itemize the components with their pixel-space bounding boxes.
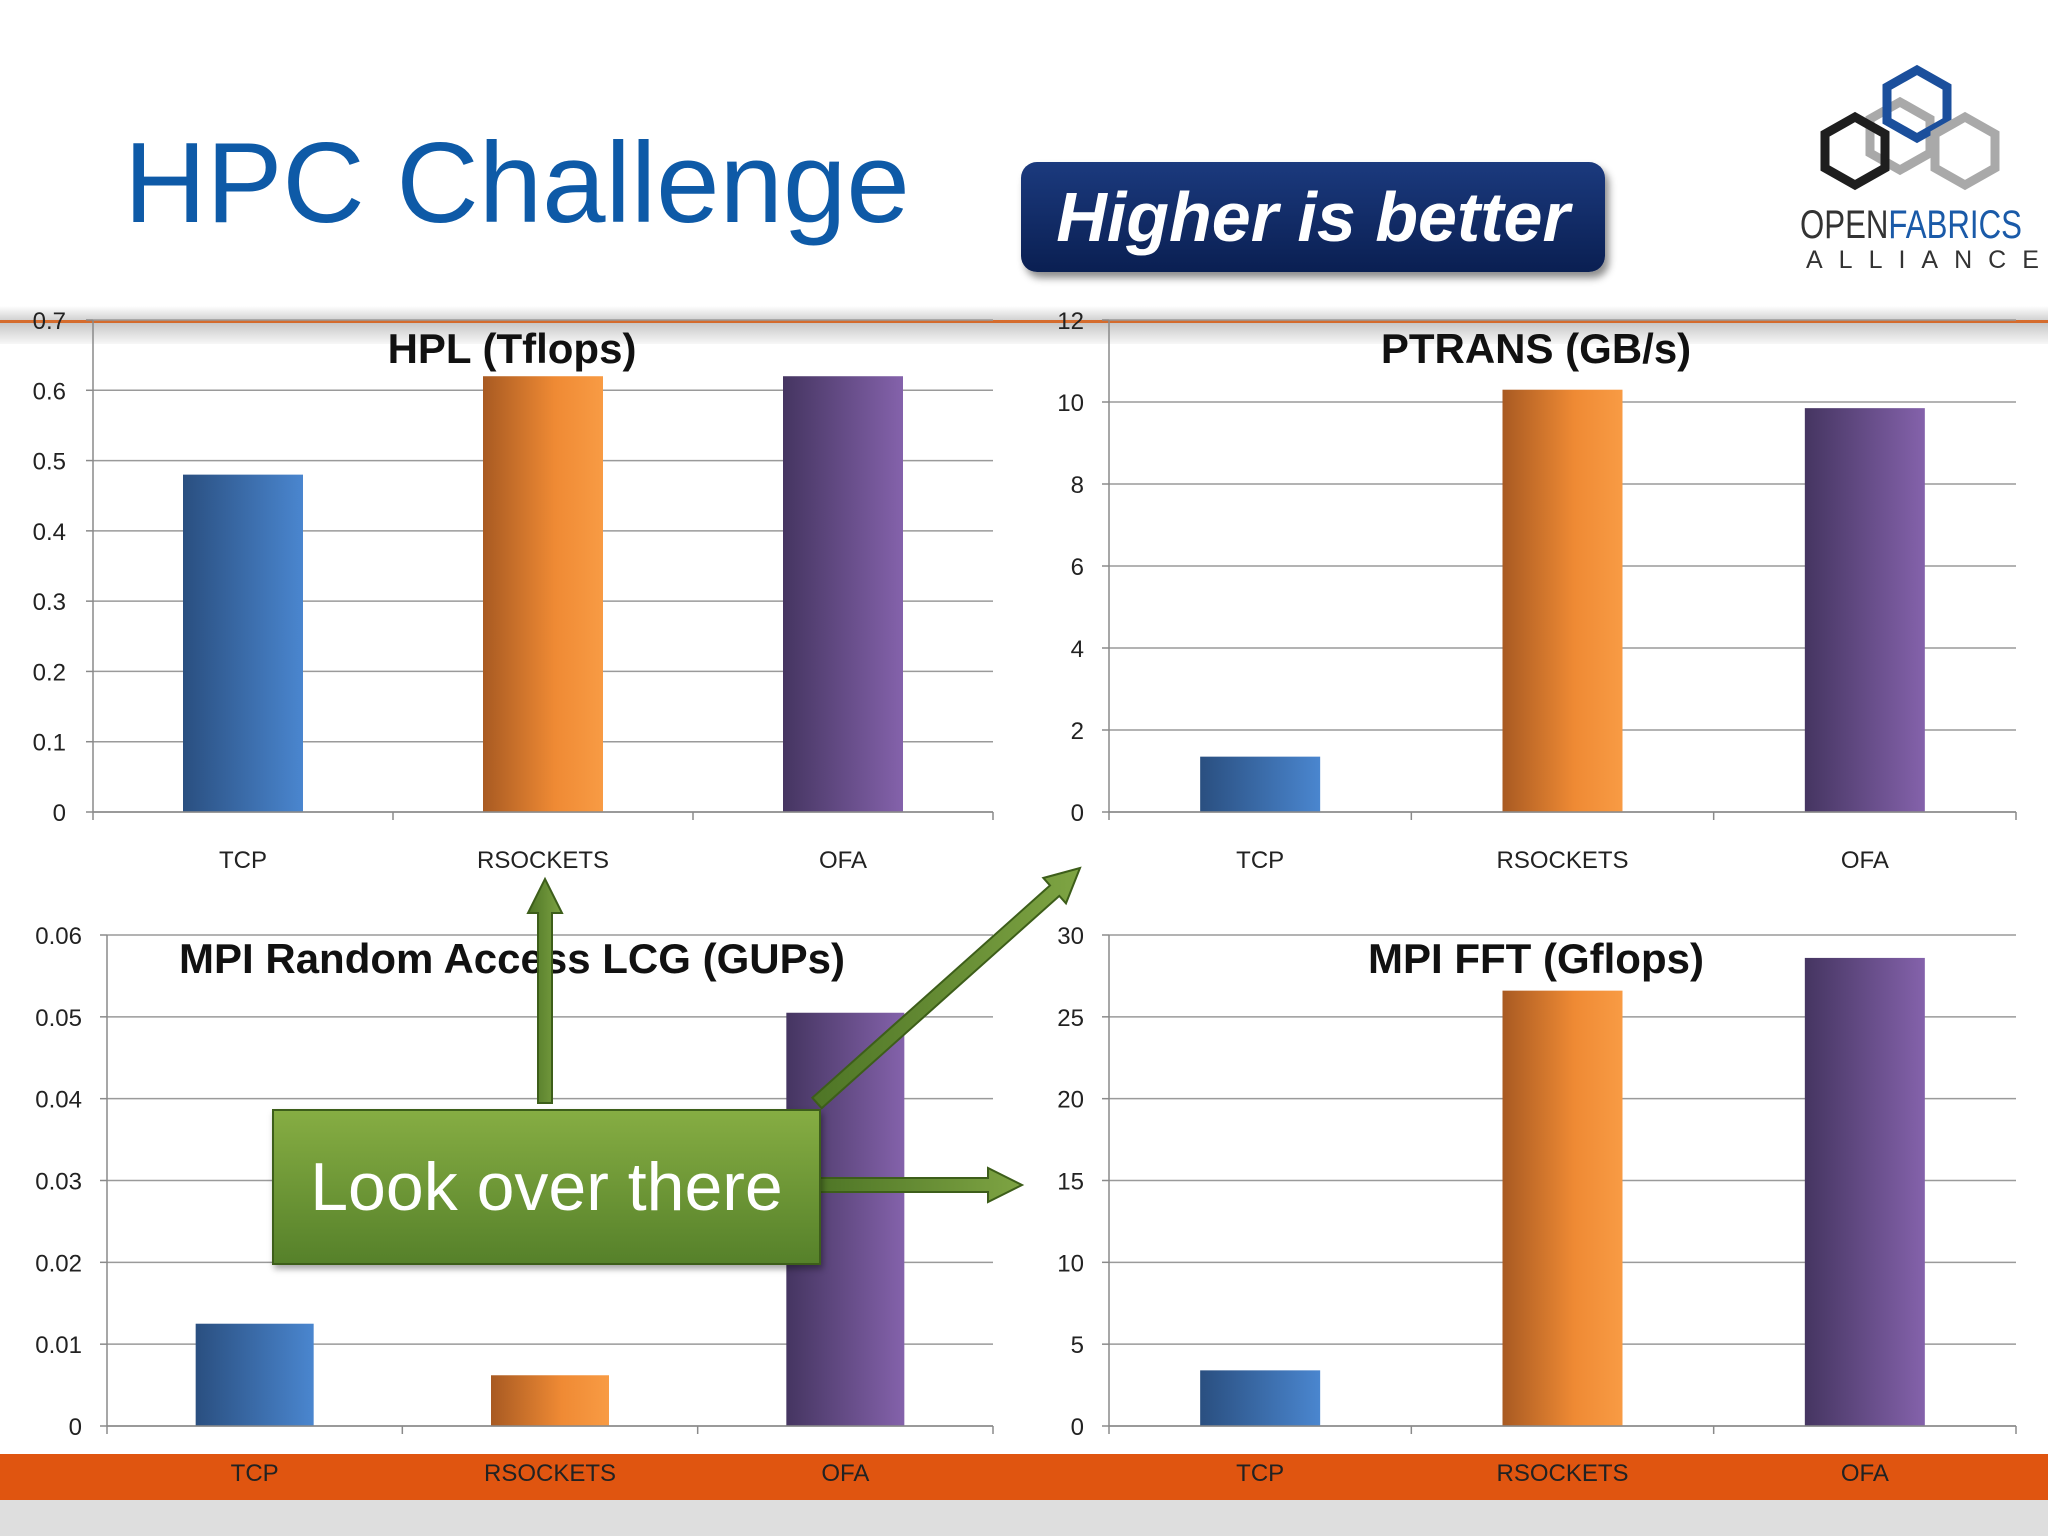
logo-wordmark: OPENFABRICS [1800,203,2022,248]
y-tick-label: 0 [1071,800,1084,827]
chart-3: 0 0.01 0.02 0.03 0.04 0.05 0.06 TCP RSOCKETS OFA M… [35,923,994,1487]
x-category-label: RSOCKETS [1496,847,1628,874]
logo-word-open: OPEN [1800,203,1889,247]
y-tick-label: 30 [1057,923,1084,950]
bar-ofa [1804,408,1925,812]
slide-title: HPC Challenge [124,120,910,247]
chart-title: HPL (Tflops) [388,325,637,372]
x-category-label: RSOCKETS [1496,1460,1628,1487]
bar-tcp [1200,1370,1321,1426]
bar-tcp [1200,756,1321,812]
y-tick-label: 6 [1071,554,1084,581]
y-tick-label: 2 [1071,718,1084,745]
footer-bar [0,1454,2048,1500]
y-tick-label: 0.01 [35,1332,82,1359]
y-tick-label: 0.2 [33,659,66,686]
y-tick-label: 12 [1057,308,1084,335]
x-category-label: OFA [821,1460,869,1487]
x-category-label: RSOCKETS [477,847,609,874]
bar-rsockets [1502,990,1623,1426]
x-category-label: OFA [1841,1460,1889,1487]
x-category-label: TCP [1236,1460,1284,1487]
y-tick-label: 0.03 [35,1169,82,1196]
y-tick-label: 5 [1071,1332,1084,1359]
y-tick-label: 4 [1071,636,1084,663]
bar-rsockets [491,1375,609,1426]
chart-title: PTRANS (GB/s) [1381,325,1691,372]
higher-is-better-badge: Higher is better [1021,162,1605,272]
y-tick-label: 20 [1057,1087,1084,1114]
arrow-right-icon [816,1166,1025,1204]
y-tick-label: 0 [53,800,66,827]
y-tick-label: 0.4 [33,519,66,546]
arrow-up-icon [526,876,564,1104]
y-tick-label: 10 [1057,390,1084,417]
y-tick-label: 0.7 [33,308,66,335]
y-tick-label: 0.6 [33,378,66,405]
x-category-label: TCP [1236,847,1284,874]
bar-tcp [195,1323,314,1426]
logo-word-alliance: ALLIANCE [1806,246,2048,274]
y-tick-label: 0.06 [35,923,82,950]
chart-2: 0 2 4 6 8 10 12 TCP RSOCKETS OFA PTRANS (GB/s) [1057,308,2017,874]
chart-title: MPI Random Access LCG (GUPs) [179,935,845,982]
x-category-label: TCP [231,1460,279,1487]
chart-4: 0 5 10 15 20 25 30 TCP RSOCKETS OFA MPI FFT (Gflop… [1057,923,2017,1487]
bar-rsockets [1502,389,1623,812]
bar-rsockets [483,376,603,812]
header-streak [0,306,2048,344]
y-tick-label: 0 [1071,1414,1084,1441]
y-tick-label: 0 [69,1414,82,1441]
chart-1: 0 0.1 0.2 0.3 0.4 0.5 0.6 0.7 TCP RSOCKETS OFA HPL … [33,308,994,874]
openfabrics-logo-icon [1820,64,2000,191]
y-tick-label: 0.1 [33,730,66,757]
footer-strip [0,1500,2048,1536]
x-category-label: OFA [819,847,867,874]
chart-title: MPI FFT (Gflops) [1368,935,1704,982]
y-tick-label: 15 [1057,1169,1084,1196]
bar-ofa [1804,957,1925,1426]
x-category-label: TCP [219,847,267,874]
y-tick-label: 0.02 [35,1250,82,1277]
y-tick-label: 25 [1057,1005,1084,1032]
bar-ofa [783,376,903,812]
x-category-label: RSOCKETS [484,1460,616,1487]
logo-word-fabrics: FABRICS [1888,203,2022,247]
x-category-label: OFA [1841,847,1889,874]
y-tick-label: 8 [1071,472,1084,499]
y-tick-label: 0.05 [35,1005,82,1032]
y-tick-label: 0.3 [33,589,66,616]
look-over-there-callout: Look over there [272,1109,821,1265]
y-tick-label: 0.04 [35,1087,82,1114]
header-rule [0,320,2048,323]
arrow-diagonal-icon [810,866,1082,1110]
y-tick-label: 0.5 [33,449,66,476]
y-tick-label: 10 [1057,1250,1084,1277]
bar-tcp [183,474,303,812]
